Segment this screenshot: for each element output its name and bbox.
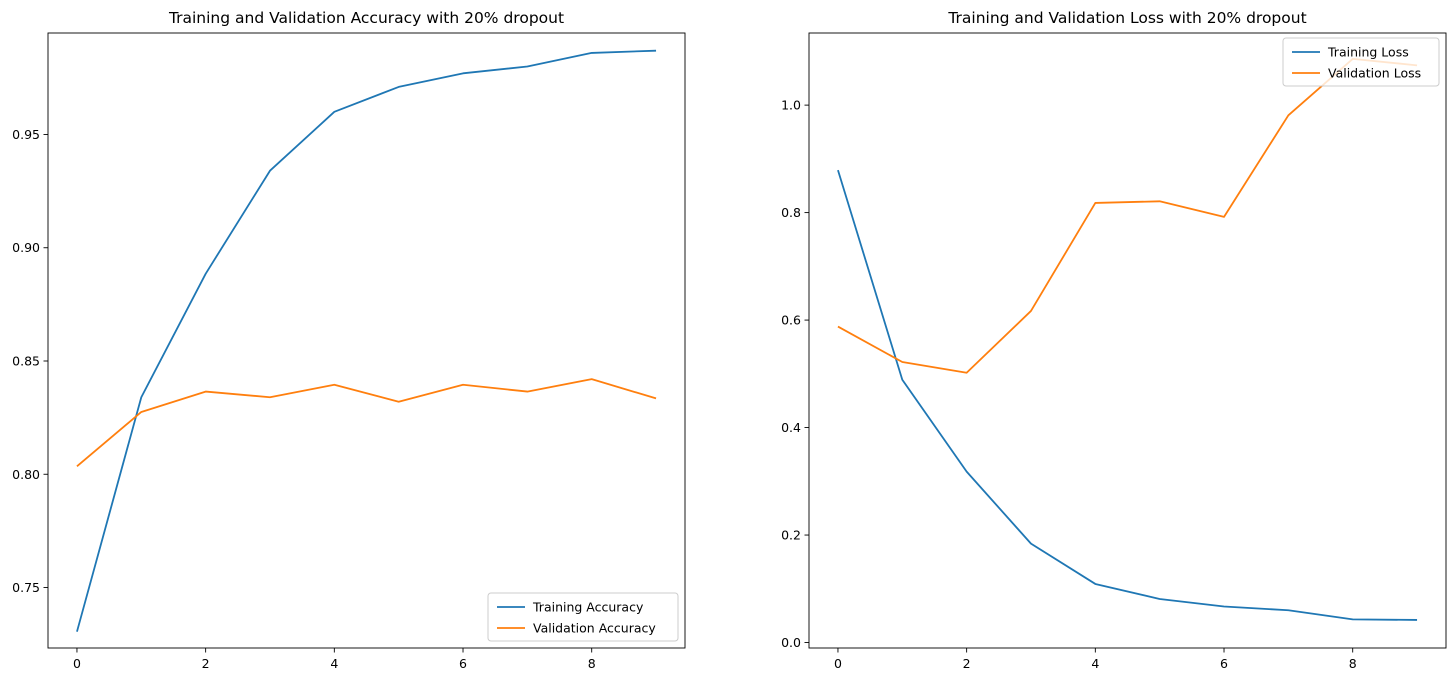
loss-x-tick-label: 4 [1091,656,1099,671]
loss-y-tick-label: 1.0 [781,98,801,113]
accuracy-legend-box [487,592,679,642]
accuracy-legend-label: Training Accuracy [532,600,644,615]
loss-legend-label: Validation Loss [1328,66,1421,81]
loss-x-tick-label: 0 [834,656,842,671]
loss-x-tick-label: 6 [1220,656,1228,671]
loss-legend-label: Training Loss [1327,45,1409,60]
accuracy-axes-frame [47,32,686,649]
loss-chart-title: Training and Validation Loss with 20% dr… [947,9,1306,27]
loss-y-tick-label: 0.8 [781,205,801,220]
accuracy-x-tick-label: 6 [459,656,467,671]
loss-x-tick-label: 2 [963,656,971,671]
accuracy-chart-title: Training and Validation Accuracy with 20… [168,9,564,27]
loss-x-tick-label: 8 [1349,656,1357,671]
loss-y-tick-label: 0.4 [781,420,801,435]
accuracy-chart: Training and Validation Accuracy with 20… [12,9,686,671]
accuracy-x-tick-label: 2 [202,656,210,671]
accuracy-legend-label: Validation Accuracy [533,621,656,636]
accuracy-x-tick-label: 4 [330,656,338,671]
loss-legend-box [1282,37,1440,87]
loss-series-line-0 [837,169,1418,621]
accuracy-y-tick-label: 0.75 [12,580,40,595]
loss-chart: Training and Validation Loss with 20% dr… [781,9,1447,671]
loss-axes-frame [808,32,1447,649]
accuracy-y-tick-label: 0.85 [12,354,40,369]
loss-y-tick-label: 0.0 [781,635,801,650]
loss-legend: Training Loss Validation Loss [1282,37,1440,87]
loss-y-tick-label: 0.6 [781,313,801,328]
accuracy-y-tick-label: 0.80 [12,467,40,482]
accuracy-legend: Training Accuracy Validation Accuracy [487,592,679,642]
accuracy-series-line-1 [76,378,657,468]
accuracy-x-tick-label: 0 [73,656,81,671]
loss-y-tick-label: 0.2 [781,528,801,543]
accuracy-y-tick-label: 0.90 [12,240,40,255]
loss-series-line-1 [837,58,1418,374]
accuracy-x-tick-label: 8 [588,656,596,671]
accuracy-y-tick-label: 0.95 [12,127,40,142]
accuracy-series-line-0 [76,49,657,632]
